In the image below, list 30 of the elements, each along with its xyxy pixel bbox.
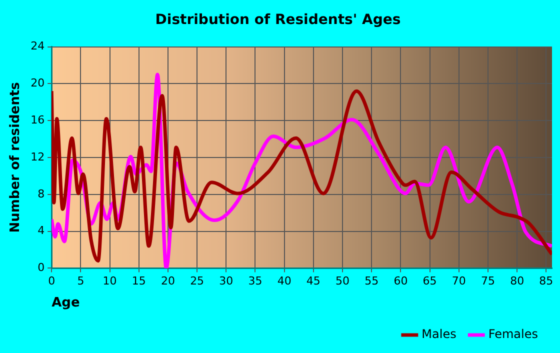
x-tick-label: 70 (452, 274, 466, 288)
x-tick-label: 25 (190, 274, 204, 288)
y-tick-label: 8 (38, 187, 45, 200)
y-tick-label: 16 (30, 113, 45, 126)
x-tick-label: 0 (48, 274, 56, 288)
x-tick-label: 10 (102, 274, 117, 288)
x-tick-label: 15 (132, 274, 146, 288)
y-axis-title: Number of residents (8, 82, 24, 233)
x-tick-label: 75 (480, 274, 495, 288)
legend-label: Males (422, 327, 456, 342)
x-tick-label: 35 (248, 274, 262, 288)
y-tick-label: 12 (30, 150, 45, 164)
x-tick-label: 55 (364, 274, 379, 288)
x-tick-label: 50 (336, 274, 350, 288)
y-tick-label: 4 (38, 224, 45, 238)
x-tick-label: 5 (77, 274, 84, 288)
x-axis-title: Age (52, 296, 80, 311)
chart-title: Distribution of Residents' Ages (155, 12, 401, 28)
x-tick-label: 30 (219, 274, 234, 288)
x-tick-label: 45 (306, 274, 320, 288)
x-tick-label: 80 (510, 274, 524, 288)
x-tick-label: 40 (277, 274, 292, 288)
x-tick-label: 20 (160, 274, 175, 288)
legend-label: Females (488, 327, 538, 342)
y-tick-label: 0 (38, 261, 45, 274)
x-tick-label: 60 (394, 274, 408, 288)
y-tick-label: 24 (30, 40, 45, 53)
x-tick-label: 65 (422, 274, 437, 288)
y-tick-label: 20 (30, 76, 45, 90)
x-tick-label: 85 (539, 274, 554, 288)
